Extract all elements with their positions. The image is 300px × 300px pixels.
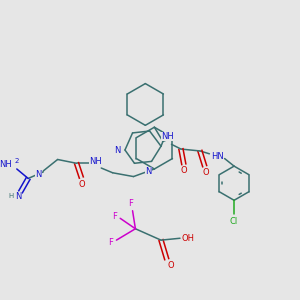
Text: O: O (181, 167, 187, 176)
Text: N: N (16, 192, 22, 201)
Text: N: N (114, 146, 121, 155)
Text: F: F (108, 238, 113, 247)
Text: H: H (8, 194, 14, 200)
Text: Cl: Cl (230, 217, 238, 226)
Text: NH: NH (89, 157, 102, 166)
Text: OH: OH (181, 234, 194, 243)
Text: 2: 2 (15, 158, 19, 164)
Text: HN: HN (211, 152, 224, 161)
Text: O: O (167, 261, 174, 270)
Text: NH: NH (0, 160, 12, 169)
Text: N: N (146, 167, 152, 176)
Text: F: F (112, 212, 117, 221)
Text: O: O (202, 168, 209, 177)
Text: F: F (128, 199, 133, 208)
Text: NH: NH (161, 132, 174, 141)
Text: NH: NH (161, 132, 174, 141)
Text: N: N (35, 170, 42, 179)
Text: O: O (79, 180, 86, 189)
